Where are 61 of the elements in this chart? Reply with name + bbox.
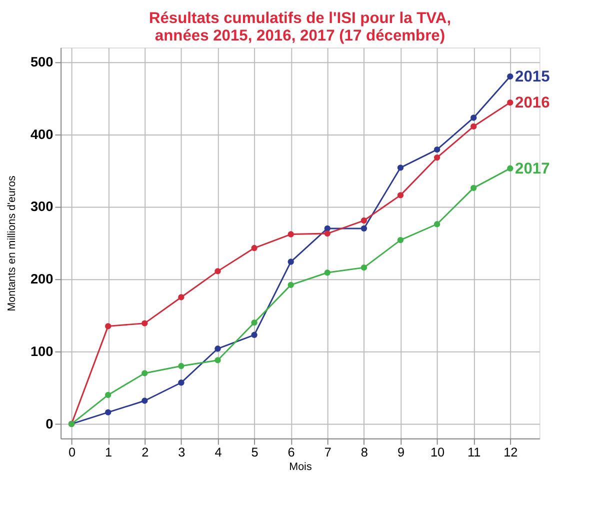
text: années 2015, 2016, 2017 (17 décembre) [154, 28, 446, 45]
point [397, 236, 404, 244]
point [288, 282, 294, 288]
x-tick-label: 8 [360, 445, 368, 460]
point [507, 73, 514, 80]
point [397, 164, 404, 171]
x-tick-label: 1 [105, 445, 112, 460]
y-tick-label: 0 [46, 416, 54, 432]
point [434, 221, 440, 228]
point [105, 409, 112, 416]
x-tick-label: 0 [68, 445, 76, 460]
point [507, 165, 514, 172]
point [324, 270, 330, 276]
point [251, 319, 258, 326]
point [214, 357, 221, 364]
point [324, 230, 330, 237]
point [470, 123, 477, 130]
x-tick-label: 2 [142, 445, 149, 460]
series-label: 2015 [515, 68, 550, 86]
x-tick-label: 6 [288, 445, 295, 460]
point [214, 268, 221, 274]
x-tick-label: 7 [324, 445, 332, 460]
x-tick-label: 9 [397, 445, 405, 460]
point [434, 154, 440, 161]
y-tick-label: 400 [30, 126, 54, 142]
x-axis-title: Mois [289, 461, 312, 474]
series-label: 2016 [515, 94, 550, 112]
point [288, 258, 294, 265]
point [434, 146, 440, 153]
point [214, 346, 221, 352]
y-tick-label: 300 [30, 199, 54, 214]
x-tick-label: 3 [178, 445, 186, 460]
point [470, 114, 477, 121]
y-axis-title: Montants en millions d'euros [6, 176, 18, 312]
point [178, 362, 184, 370]
point [142, 370, 148, 376]
point [288, 231, 294, 238]
y-tick-label: 500 [30, 54, 54, 70]
point [360, 225, 368, 232]
point [142, 398, 148, 404]
point [470, 184, 477, 192]
x-tick-label: 12 [504, 445, 518, 460]
x-tick-label: 10 [430, 445, 445, 460]
point [178, 294, 184, 300]
point [142, 320, 148, 326]
point [105, 392, 112, 398]
x-tick-label: 4 [214, 445, 222, 460]
point [507, 99, 514, 106]
point [105, 323, 112, 330]
point [397, 192, 404, 198]
x-tick-label: 11 [468, 445, 481, 460]
series-label: 2017 [515, 160, 550, 178]
x-tick-label: 5 [251, 445, 258, 460]
y-tick-label: 100 [30, 344, 54, 359]
point [360, 217, 368, 224]
point [178, 380, 184, 386]
point [360, 264, 368, 271]
y-tick-label: 200 [30, 272, 54, 287]
text: Résultats cumulatifs de l'ISI pour la TVA, [148, 10, 452, 28]
point [251, 244, 258, 252]
point [251, 332, 258, 338]
